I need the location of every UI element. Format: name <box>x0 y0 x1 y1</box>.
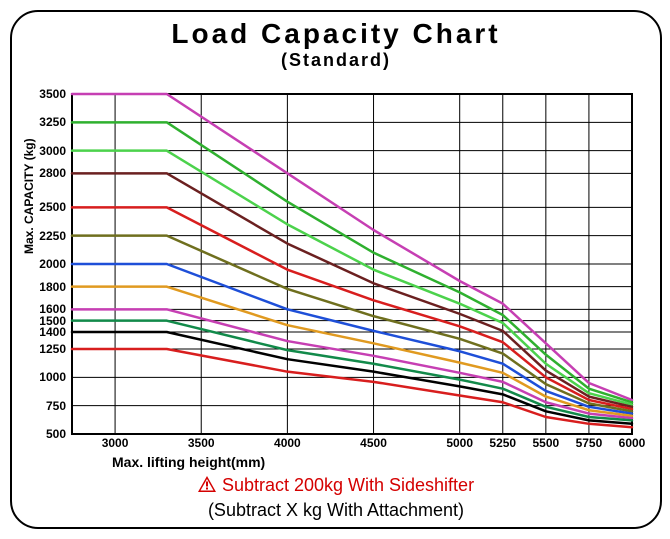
x-tick: 3500 <box>188 436 215 450</box>
y-axis-label: Max. CAPACITY (kg) <box>22 138 36 254</box>
y-tick: 500 <box>46 427 66 441</box>
x-tick: 5500 <box>532 436 559 450</box>
y-tick: 1800 <box>39 280 66 294</box>
y-tick: 3250 <box>39 115 66 129</box>
x-tick: 5750 <box>576 436 603 450</box>
y-tick: 1250 <box>39 342 66 356</box>
y-tick: 1600 <box>39 302 66 316</box>
y-tick: 750 <box>46 399 66 413</box>
x-tick: 5000 <box>446 436 473 450</box>
y-tick: 2800 <box>39 166 66 180</box>
footnote-2: (Subtract X kg With Attachment) <box>12 500 660 521</box>
x-axis-label: Max. lifting height(mm) <box>112 454 265 470</box>
chart-area: Max. CAPACITY (kg) Max. lifting height(m… <box>72 94 632 434</box>
warning-icon <box>198 476 216 497</box>
series-3500 <box>72 94 632 400</box>
chart-frame: Load Capacity Chart (Standard) Max. CAPA… <box>10 10 662 529</box>
y-tick: 2500 <box>39 200 66 214</box>
x-tick: 5250 <box>489 436 516 450</box>
series-2250 <box>72 236 632 412</box>
y-tick: 2250 <box>39 229 66 243</box>
y-tick: 3500 <box>39 87 66 101</box>
y-tick: 3000 <box>39 144 66 158</box>
x-tick: 6000 <box>619 436 646 450</box>
y-tick: 2000 <box>39 257 66 271</box>
chart-subtitle: (Standard) <box>12 50 660 71</box>
footnote-1-text: Subtract 200kg With Sideshifter <box>222 475 474 495</box>
x-tick: 4000 <box>274 436 301 450</box>
x-tick: 4500 <box>360 436 387 450</box>
x-tick: 3000 <box>102 436 129 450</box>
chart-svg <box>72 94 632 434</box>
footnote-warning: Subtract 200kg With Sideshifter <box>12 475 660 497</box>
y-tick: 1000 <box>39 370 66 384</box>
series-3000 <box>72 151 632 405</box>
chart-title: Load Capacity Chart <box>12 18 660 50</box>
